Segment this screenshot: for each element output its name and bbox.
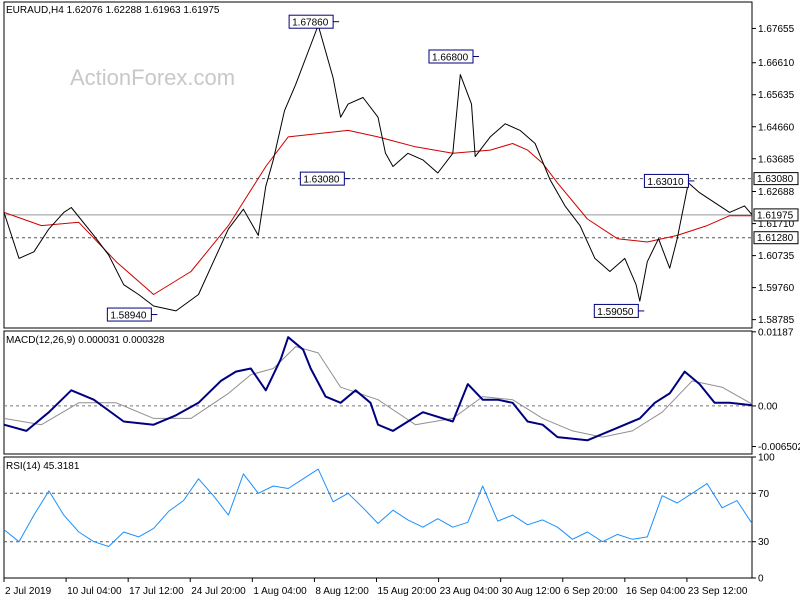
y-tick-label: 100: [758, 453, 775, 464]
level-label-box: [753, 172, 799, 186]
x-tick-label: 23 Sep 12:00: [688, 586, 748, 597]
annotation-box: [428, 49, 474, 64]
x-tick-label: 8 Aug 12:00: [315, 586, 369, 597]
y-tick-label: 0: [758, 574, 764, 585]
x-tick-label: 1 Aug 04:00: [253, 586, 307, 597]
x-axis: 2 Jul 2019 10 Jul 04:00 17 Jul 12:00 24 Jul…: [3, 578, 748, 597]
y-tick-label: 30: [758, 537, 770, 548]
data-series: [3, 24, 753, 547]
annotation-box: [106, 307, 152, 322]
price-line: [3, 24, 753, 312]
price-panel-title: EURAUD,H4 1.62076 1.62288 1.61963 1.6197…: [6, 5, 220, 16]
y-tick-label: 1.60735: [758, 251, 795, 262]
price-annotations: 1.67860 1.66800 1.63080 1.63010 1.58940 1.590…: [106, 14, 695, 322]
annotation-label: 1.59050: [597, 307, 634, 318]
level-label-box: [753, 231, 799, 245]
x-tick-label: 15 Aug 20:00: [378, 586, 437, 597]
macd-panel-title: MACD(12,26,9) 0.000031 0.000328: [6, 335, 165, 346]
annotation-label: 1.63080: [303, 175, 340, 186]
y-axes: 1.67655 1.66610 1.65635 1.64660 1.63685 1.626…: [752, 24, 800, 585]
y-tick-label: 1.58785: [758, 315, 795, 326]
level-label: 1.61280: [757, 233, 794, 244]
x-tick-label: 2 Jul 2019: [5, 586, 52, 597]
moving-average-line: [3, 129, 752, 295]
x-tick-label: 30 Aug 12:00: [502, 586, 561, 597]
panel-frame: [3, 456, 753, 579]
x-tick-label: 24 Jul 20:00: [191, 586, 246, 597]
annotation-label: 1.63010: [647, 177, 684, 188]
rsi-line: [3, 468, 753, 547]
annotation-label: 1.66800: [432, 52, 469, 63]
x-tick-label: 23 Aug 04:00: [440, 586, 499, 597]
macd-signal-line: [3, 346, 753, 438]
macd-main-line: [3, 336, 753, 442]
watermark: ActionForex.com: [70, 65, 235, 90]
y-tick-label: 0.01187: [758, 327, 794, 338]
y-tick-label: 1.64660: [758, 122, 795, 133]
rsi-panel-title: RSI(14) 45.3181: [6, 461, 80, 472]
level-label: 1.63080: [757, 174, 794, 185]
y-tick-label: 1.66610: [758, 58, 795, 69]
level-label-box: [753, 208, 799, 222]
y-tick-label: 1.65635: [758, 90, 795, 101]
panel-frame: [3, 330, 753, 455]
x-tick-label: 17 Jul 12:00: [129, 586, 184, 597]
annotation-box: [593, 303, 639, 318]
x-tick-label: 16 Sep 04:00: [626, 586, 686, 597]
y-tick-label: 1.62688: [758, 187, 795, 198]
panel-frames: [3, 1, 753, 579]
x-tick-label: 10 Jul 04:00: [67, 586, 122, 597]
annotation-box: [643, 173, 689, 188]
y-tick-label: 1.67655: [758, 24, 795, 35]
x-tick-label: 6 Sep 20:00: [564, 586, 618, 597]
y-tick-label: 1.61710: [758, 219, 795, 230]
y-tick-label: 1.59760: [758, 283, 795, 294]
y-tick-label: 70: [758, 489, 770, 500]
y-tick-label: 0.00: [758, 401, 778, 412]
price-levels: [4, 178, 752, 543]
annotation-label: 1.58940: [110, 311, 147, 322]
annotation-label: 1.67860: [292, 18, 329, 29]
annotation-box: [288, 14, 334, 29]
y-tick-label: -0.006502: [758, 442, 800, 453]
panel-frame: [3, 1, 753, 329]
annotation-box: [299, 171, 345, 186]
level-label: 1.61975: [757, 210, 794, 221]
y-tick-label: 1.63685: [758, 154, 795, 165]
